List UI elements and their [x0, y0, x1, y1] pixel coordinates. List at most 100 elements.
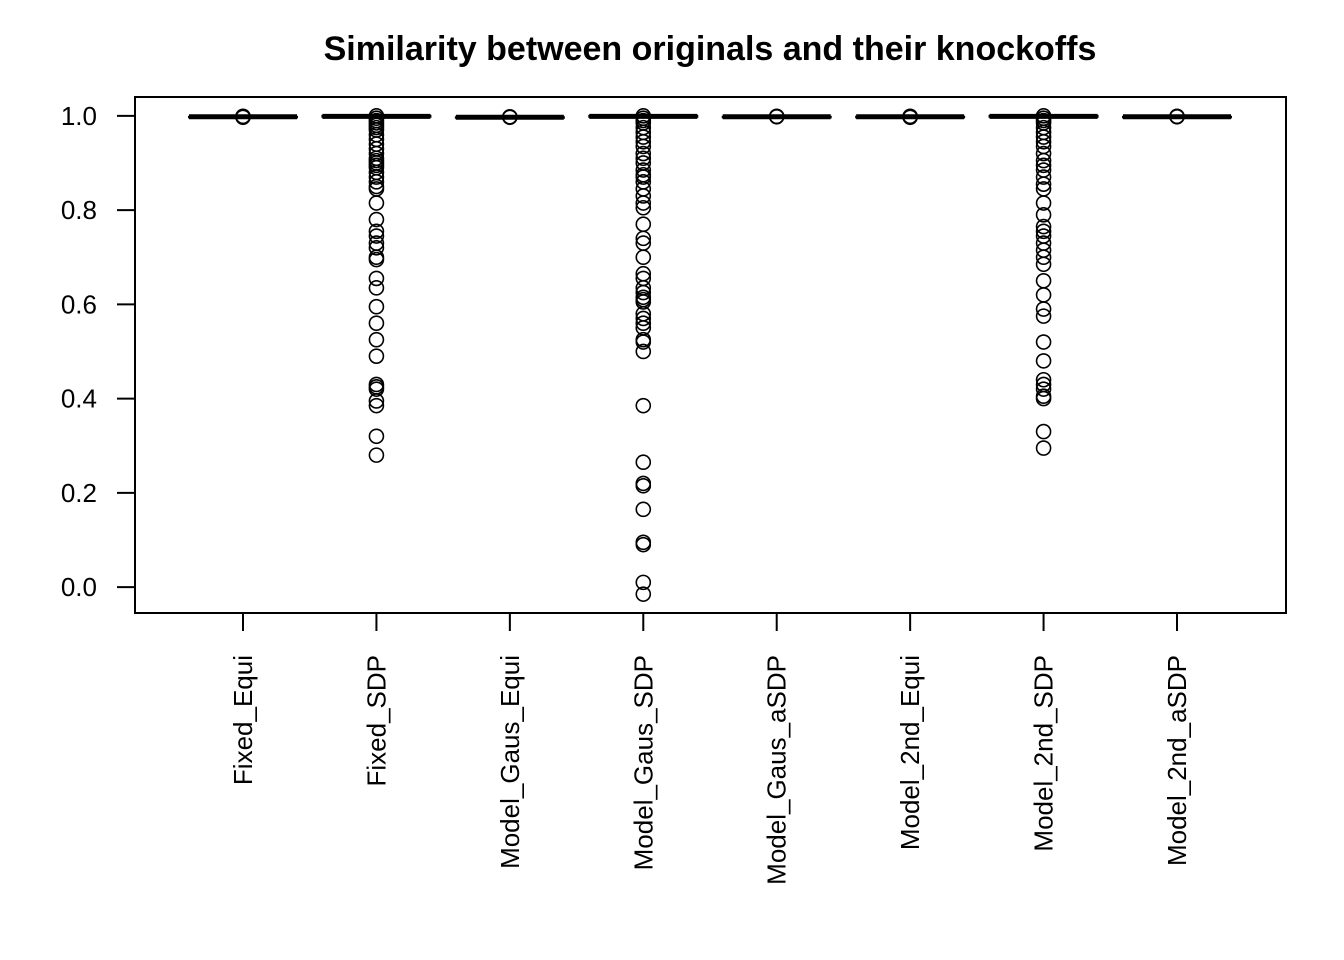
- x-tick-label: Model_Gaus_Equi: [495, 655, 525, 869]
- x-tick-label: Model_2nd_aSDP: [1162, 655, 1192, 866]
- x-tick-label: Model_Gaus_SDP: [628, 655, 658, 870]
- outlier-point: [635, 145, 652, 162]
- y-tick-label: 0.8: [61, 195, 97, 225]
- outlier-point: [1035, 353, 1052, 369]
- box-group: [988, 108, 1099, 456]
- outlier-point: [1035, 129, 1052, 145]
- plot-frame: [134, 96, 1287, 614]
- outlier-point: [1035, 152, 1052, 169]
- outlier-point: [1035, 133, 1052, 150]
- outlier-point: [635, 230, 652, 247]
- x-tick-label: Model_Gaus_aSDP: [762, 655, 792, 885]
- outlier-point: [1035, 272, 1052, 289]
- outlier-point: [368, 331, 385, 348]
- outlier-point: [635, 574, 652, 591]
- outlier-point: [635, 343, 652, 360]
- outlier-point: [1035, 308, 1052, 324]
- y-tick-label: 0.6: [61, 289, 97, 319]
- outlier-point: [368, 393, 385, 409]
- y-axis: 0.0 0.2 0.4 0.6 0.8 1.0: [61, 101, 136, 602]
- outlier-point: [635, 536, 652, 553]
- outlier-point: [368, 251, 385, 268]
- outlier-point: [635, 315, 652, 331]
- outlier-point: [635, 199, 652, 216]
- outlier-point: [1035, 195, 1052, 211]
- x-tick-label: Model_2nd_SDP: [1029, 655, 1059, 852]
- outlier-point: [368, 211, 385, 228]
- y-tick-label: 1.0: [61, 101, 97, 131]
- y-tick-label: 0.0: [61, 572, 97, 602]
- box-group: [454, 108, 565, 126]
- outlier-point: [1035, 390, 1052, 407]
- outlier-point: [635, 188, 652, 204]
- x-tick-label: Fixed_SDP: [361, 655, 391, 787]
- outlier-point: [635, 284, 652, 301]
- outlier-point: [1169, 108, 1185, 125]
- outlier-point: [635, 586, 652, 602]
- box-group: [1122, 108, 1232, 125]
- outlier-point: [635, 133, 652, 150]
- outlier-point: [368, 381, 385, 397]
- outlier-point: [1035, 157, 1052, 174]
- outlier-point: [635, 454, 652, 471]
- outlier-point: [635, 501, 652, 518]
- outlier-point: [768, 108, 785, 125]
- outlier-point: [1035, 440, 1052, 456]
- outlier-point: [1035, 249, 1052, 266]
- outlier-point: [1035, 223, 1052, 240]
- outlier-point: [368, 169, 385, 185]
- outlier-point: [368, 447, 385, 463]
- outlier-point: [1035, 423, 1052, 440]
- outlier-point: [368, 428, 385, 445]
- outlier-point: [1035, 218, 1052, 235]
- outlier-point: [635, 138, 652, 155]
- outlier-point: [1035, 381, 1052, 397]
- x-tick-label: Fixed_Equi: [228, 655, 258, 785]
- outlier-point: [368, 397, 385, 414]
- outlier-point: [902, 109, 918, 126]
- outlier-point: [1035, 334, 1052, 350]
- outlier-point: [635, 169, 652, 185]
- outlier-point: [1035, 287, 1052, 303]
- box-group: [321, 108, 432, 463]
- outlier-point: [368, 195, 385, 211]
- outlier-point: [1035, 145, 1052, 162]
- outlier-point: [635, 249, 652, 266]
- outlier-point: [368, 223, 385, 240]
- outlier-point: [368, 239, 385, 256]
- outlier-point: [368, 348, 385, 364]
- outlier-point: [635, 195, 652, 211]
- outlier-point: [368, 174, 385, 190]
- outlier-point: [1035, 301, 1052, 317]
- outlier-point: [1035, 169, 1052, 185]
- outlier-point: [635, 334, 652, 350]
- outlier-point: [368, 315, 385, 331]
- outlier-point: [368, 270, 385, 287]
- y-tick-label: 0.4: [61, 384, 97, 414]
- outlier-point: [635, 294, 652, 310]
- outlier-point: [635, 477, 652, 494]
- x-tick-label: Model_2nd_Equi: [895, 655, 925, 850]
- outlier-point: [368, 280, 385, 296]
- outlier-point: [635, 162, 652, 178]
- box-group: [588, 108, 699, 602]
- outlier-point: [1035, 371, 1052, 388]
- box-group: [188, 108, 298, 126]
- outlier-point: [502, 109, 518, 126]
- chart-title: Similarity between originals and their k…: [324, 30, 1097, 68]
- outlier-point: [235, 109, 251, 126]
- x-axis: Fixed_Equi Fixed_SDP Model_Gaus_Equi Model_…: [228, 612, 1192, 885]
- outlier-point: [1035, 176, 1052, 192]
- boxes: [188, 108, 1232, 602]
- outlier-point: [1035, 256, 1052, 273]
- outlier-point: [635, 216, 652, 233]
- box-group: [721, 108, 832, 125]
- outlier-point: [635, 397, 652, 414]
- box-group: [855, 108, 966, 126]
- outlier-point: [368, 228, 385, 244]
- outlier-point: [635, 129, 652, 145]
- y-tick-label: 0.2: [61, 478, 97, 508]
- outlier-point: [368, 298, 385, 315]
